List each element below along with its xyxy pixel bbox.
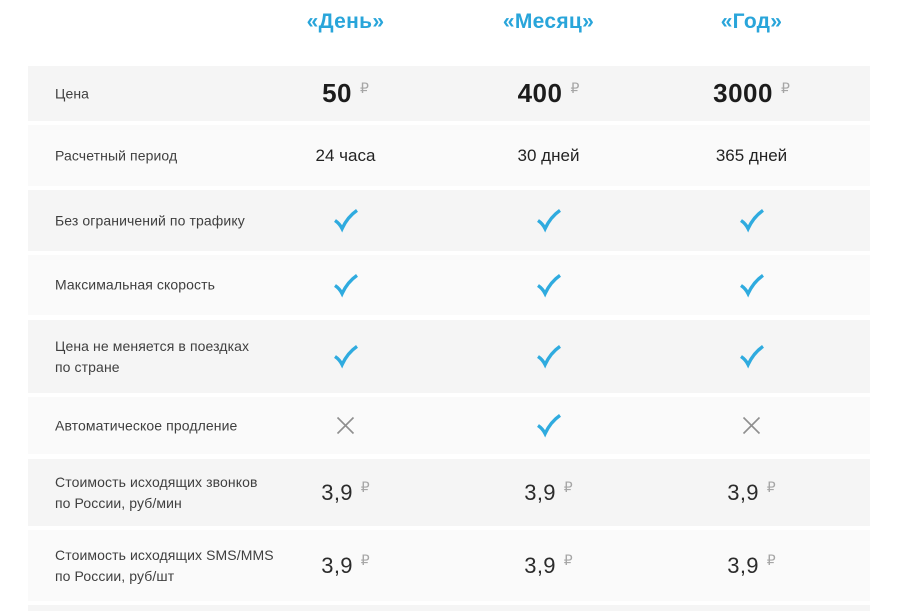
check-icon <box>536 414 561 438</box>
ruble-sign: ₽ <box>360 552 370 569</box>
row-label: Стоимость исходящих SMS/MMS по России, р… <box>55 546 274 584</box>
table-row-sms-cost: Стоимость исходящих SMS/MMS по России, р… <box>28 530 870 601</box>
price-cell: 3,9 ₽ <box>650 530 853 601</box>
price-value: 3,9 <box>321 479 353 505</box>
check-icon <box>536 273 561 298</box>
row-label: Максимальная скорость <box>55 276 216 293</box>
bool-cell <box>447 255 650 315</box>
check-icon <box>536 345 561 369</box>
bool-cell <box>650 320 853 393</box>
ruble-sign: ₽ <box>360 80 369 97</box>
ruble-sign: ₽ <box>780 80 790 97</box>
bool-cell <box>650 190 853 251</box>
period-value: 365 дней <box>715 145 788 165</box>
table-row-auto-renewal: Автоматическое продление <box>28 397 870 454</box>
ruble-sign: ₽ <box>766 552 776 569</box>
price-cell: 400 ₽ <box>447 66 650 121</box>
period-value: 30 дней <box>517 145 580 165</box>
bool-cell <box>244 190 447 251</box>
table-row-fixed-price-travel: Цена не меняется в поездках по стране <box>28 320 870 393</box>
price-cell: 3,9 ₽ <box>447 530 650 601</box>
price-value: 3,9 <box>524 479 556 505</box>
price-cell: 3,9 ₽ <box>244 530 447 601</box>
bool-cell <box>244 255 447 315</box>
table-row-max-speed: Максимальная скорость <box>28 255 870 315</box>
price-value: 3,9 <box>321 552 353 578</box>
column-header-month: «Месяц» <box>502 10 595 33</box>
check-icon <box>333 209 358 233</box>
ruble-sign: ₽ <box>766 479 776 496</box>
bool-cell <box>447 397 650 454</box>
table-header-row: «День» «Месяц» «Год» <box>28 0 870 44</box>
ruble-sign: ₽ <box>360 479 370 496</box>
bool-cell <box>244 320 447 393</box>
table-row-calls-cost: Стоимость исходящих звонков по России, р… <box>28 459 870 526</box>
bool-cell <box>447 190 650 251</box>
cross-icon <box>742 416 761 435</box>
price-cell: 3,9 ₽ <box>650 459 853 526</box>
ruble-sign: ₽ <box>563 552 573 569</box>
check-icon <box>739 345 764 369</box>
price-cell: 50 ₽ <box>244 66 447 121</box>
check-icon <box>536 209 561 233</box>
ruble-sign: ₽ <box>570 80 580 97</box>
column-header-day: «День» <box>306 10 385 33</box>
table-row-unlimited-traffic: Без ограничений по трафику <box>28 190 870 251</box>
price-value: 50 <box>322 78 352 108</box>
bool-cell <box>650 255 853 315</box>
price-value: 3,9 <box>524 552 556 578</box>
bool-cell <box>447 320 650 393</box>
table-row-period: Расчетный период 24 часа 30 дней 365 дне… <box>28 125 870 186</box>
price-cell: 3,9 ₽ <box>447 459 650 526</box>
bool-cell <box>244 397 447 454</box>
table-row-partial <box>28 605 870 611</box>
price-cell: 3000 ₽ <box>650 66 853 121</box>
ruble-sign: ₽ <box>563 479 573 496</box>
price-value: 3000 <box>713 78 773 108</box>
price-value: 400 <box>517 78 563 108</box>
bool-cell <box>650 397 853 454</box>
price-value: 3,9 <box>727 552 759 578</box>
cross-icon <box>336 416 355 435</box>
row-label: Цена не меняется в поездках по стране <box>55 337 250 375</box>
check-icon <box>739 273 764 298</box>
column-header-year: «Год» <box>720 10 783 33</box>
row-label: Цена <box>55 85 90 101</box>
check-icon <box>739 209 764 233</box>
row-label: Автоматическое продление <box>55 417 238 433</box>
table-row-price: Цена 50 ₽ 400 ₽ 3000 ₽ <box>28 66 870 121</box>
row-label: Стоимость исходящих звонков по России, р… <box>55 473 258 511</box>
row-label: Расчетный период <box>55 147 178 163</box>
row-label: Без ограничений по трафику <box>55 212 245 228</box>
check-icon <box>333 273 358 298</box>
price-value: 3,9 <box>727 479 759 505</box>
check-icon <box>333 345 358 369</box>
price-cell: 3,9 ₽ <box>244 459 447 526</box>
period-value: 24 часа <box>315 145 376 165</box>
